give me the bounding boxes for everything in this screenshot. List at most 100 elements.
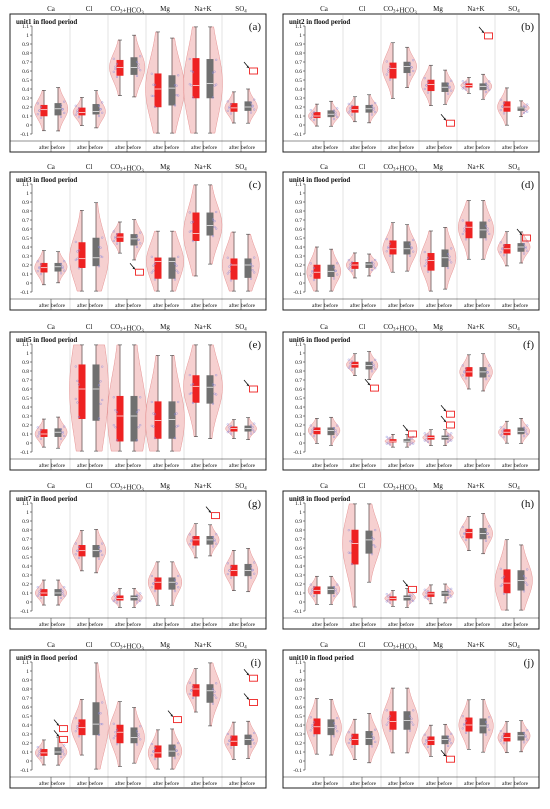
y-tick-label: 0.4 [22, 564, 29, 570]
data-point [502, 592, 506, 595]
violin-before [209, 344, 223, 439]
group-label-after: after [77, 462, 87, 469]
box-after [503, 101, 511, 112]
data-point [211, 535, 215, 539]
y-tick-label: 0.1 [295, 272, 302, 278]
y-tick-label: 0.5 [22, 714, 29, 720]
data-point [484, 90, 488, 94]
violin-before [368, 503, 382, 583]
data-point [464, 81, 468, 84]
data-point [347, 551, 350, 554]
data-point [347, 267, 350, 270]
data-point [461, 219, 464, 222]
data-point [63, 111, 66, 115]
box-after [116, 724, 124, 744]
box-before [168, 75, 176, 106]
data-point [97, 265, 101, 268]
marker-arrowhead [443, 117, 446, 121]
y-tick-label: 0.3 [295, 732, 302, 738]
data-point [488, 219, 491, 222]
data-point [374, 545, 377, 548]
data-point [423, 743, 426, 746]
data-point [350, 745, 354, 748]
data-point [423, 733, 426, 736]
data-point [374, 528, 377, 532]
violin-before [209, 184, 223, 265]
data-point [228, 739, 231, 743]
data-point [137, 238, 140, 241]
y-tick-label: 1.1 [295, 24, 302, 30]
violin-after [147, 561, 159, 606]
violin-after [183, 184, 197, 277]
data-point [59, 596, 63, 599]
data-point [426, 736, 430, 739]
violin-after [35, 739, 45, 766]
data-point [311, 430, 314, 434]
panel-2: CaClCO3+HCO3MgNa+KSO4-0.100.10.20.30.40.… [282, 5, 540, 153]
data-point [522, 435, 526, 438]
group-label-after: after [464, 780, 474, 787]
marker-arrowhead [246, 697, 249, 700]
violin-before [482, 353, 493, 392]
data-point [101, 701, 104, 704]
data-point [425, 738, 428, 742]
box-after [78, 107, 86, 116]
panel-title: unit6 in flood period [289, 336, 350, 344]
data-point [36, 260, 39, 263]
data-point [425, 591, 428, 594]
data-point [77, 116, 81, 119]
data-point [448, 258, 451, 261]
y-tick-label: 0.1 [22, 114, 29, 120]
data-point [139, 396, 142, 399]
box-before [206, 684, 214, 703]
y-tick-label: 0.1 [295, 114, 302, 120]
data-point [59, 746, 63, 749]
category-label: Mg [433, 641, 443, 649]
data-point [177, 574, 180, 578]
data-point [522, 104, 526, 107]
marker-arrowhead [56, 723, 59, 726]
panel-6: CaClCO3+HCO3MgNa+KSO4-0.100.10.20.30.40.… [282, 323, 540, 471]
data-point [229, 279, 233, 282]
data-point [448, 438, 451, 441]
data-point [370, 370, 374, 373]
data-point [387, 70, 390, 73]
y-tick-label: 0 [26, 600, 29, 606]
category-label: Cl [86, 482, 93, 490]
data-point [501, 736, 504, 739]
box-after [40, 749, 48, 756]
group-label-before: before [476, 144, 491, 151]
group-label-after: after [153, 144, 163, 151]
group-label-before: before [400, 621, 415, 628]
data-point [39, 116, 43, 119]
data-point [251, 105, 254, 108]
group-label-after: after [312, 780, 322, 787]
data-point [99, 722, 102, 726]
group-label-after: after [502, 144, 512, 151]
panel-title: unit10 in flood period [289, 654, 354, 662]
violin-after [224, 550, 235, 591]
data-point [311, 115, 314, 118]
data-point [101, 101, 104, 104]
box-after [313, 112, 321, 119]
violin-after [71, 699, 83, 756]
data-point [526, 583, 529, 586]
box-before [206, 59, 214, 99]
category-label: Mg [160, 641, 170, 649]
data-point [173, 104, 177, 107]
data-point [312, 118, 316, 122]
y-tick-label: 0.9 [22, 42, 29, 48]
data-point [446, 266, 450, 270]
violin-before [171, 561, 183, 606]
data-point [461, 526, 464, 529]
data-point [309, 262, 312, 265]
data-point [74, 240, 77, 243]
panel-title: unit3 in flood period [16, 176, 77, 184]
marker-arrowhead [132, 266, 135, 270]
data-point [408, 62, 412, 65]
data-point [370, 113, 374, 116]
y-tick-label: 1.1 [295, 182, 302, 188]
data-point [253, 572, 256, 575]
panel-letter: (f) [523, 339, 534, 351]
y-tick-label: 1.1 [22, 24, 29, 30]
